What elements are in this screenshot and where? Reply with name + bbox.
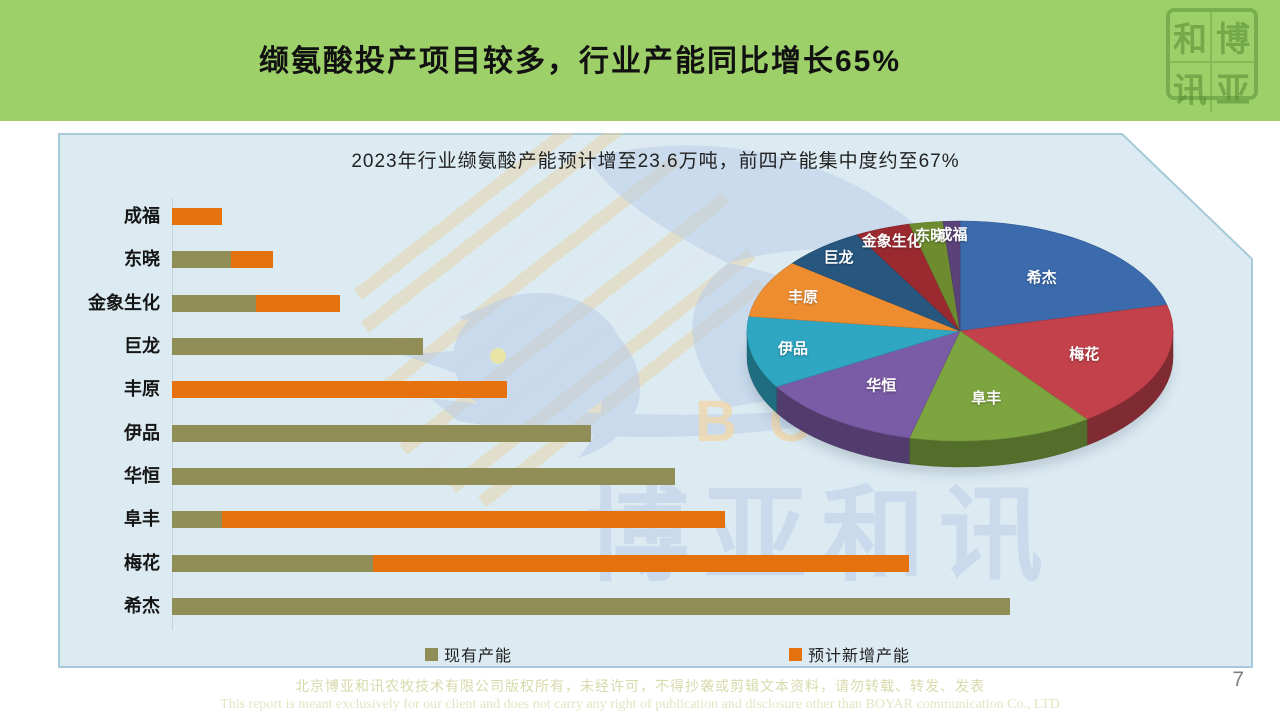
legend-item-new: 预计新增产能 (789, 644, 911, 665)
page-number: 7 (1232, 668, 1244, 691)
seal-char: 和 (1170, 12, 1212, 63)
bar-category-label: 华恒 (124, 466, 160, 487)
legend-swatch-new (789, 647, 802, 661)
bar-segment-预计新增产能 (373, 554, 910, 572)
bar-segment-预计新增产能 (222, 511, 726, 529)
bar-segment-现有产能 (172, 511, 223, 529)
bar-category-label: 巨龙 (124, 336, 160, 357)
pie-slice-label: 阜丰 (971, 389, 1001, 407)
bar-segment-现有产能 (172, 468, 675, 486)
slide-title: 缬氨酸投产项目较多，行业产能同比增长65% (258, 45, 902, 78)
legend-label-new: 预计新增产能 (808, 648, 911, 665)
legend-label-existing: 现有产能 (444, 648, 513, 665)
legend-swatch-existing (425, 647, 438, 661)
pie-slice-label: 华恒 (866, 377, 896, 395)
bar-segment-预计新增产能 (172, 208, 223, 225)
bar-category-label: 伊品 (124, 422, 160, 443)
bar-segment-预计新增产能 (230, 251, 273, 269)
seal-char: 讯 (1170, 63, 1212, 112)
seal-char: 博 (1212, 12, 1254, 63)
pie-slice-label: 伊品 (777, 340, 808, 358)
bar-segment-预计新增产能 (172, 381, 508, 399)
chart-title: 2023年行业缬氨酸产能预计增至23.6万吨，前四产能集中度约至67% (351, 151, 960, 172)
pie-slice-label: 成福 (937, 225, 967, 243)
bar-category-label: 阜丰 (124, 509, 160, 530)
pie-slice-label: 金象生化 (861, 232, 922, 250)
seal-char: 亚 (1216, 72, 1250, 110)
pie-slice-label: 梅花 (1069, 345, 1099, 363)
footer-copyright-en: This report is meant exclusively for our… (220, 697, 1060, 712)
bar-segment-预计新增产能 (255, 294, 340, 312)
bar-category-label: 成福 (124, 206, 160, 226)
pie-slice-label: 丰原 (788, 288, 818, 306)
pie-slice-label: 东晓 (915, 226, 945, 244)
footer-copyright-zh: 北京博亚和讯农牧技术有限公司版权所有，未经许可，不得抄袭或剪辑文本资料，请勿转载… (295, 678, 985, 694)
bar-segment-现有产能 (172, 554, 374, 572)
pie-slice-label: 巨龙 (823, 248, 853, 266)
bar-category-label: 东晓 (124, 249, 160, 270)
bar-segment-现有产能 (172, 338, 424, 356)
bar-segment-现有产能 (172, 598, 1010, 616)
bar-segment-现有产能 (172, 251, 231, 269)
bar-category-label: 金象生化 (88, 292, 160, 313)
header-band: 缬氨酸投产项目较多，行业产能同比增长65% 和 博 讯 亚 (0, 0, 1280, 121)
bar-category-label: 丰原 (124, 379, 160, 400)
pie-slice-label: 希杰 (1027, 268, 1057, 286)
bar-segment-现有产能 (172, 424, 591, 442)
bar-segment-现有产能 (172, 294, 256, 312)
legend-item-existing: 现有产能 (425, 644, 513, 665)
bar-category-label: 希杰 (124, 596, 160, 617)
boyar-seal-logo: 和 博 讯 亚 (1166, 8, 1258, 112)
bar-chart-axis (172, 198, 173, 630)
bar-category-label: 梅花 (124, 552, 160, 573)
watermark-text: 博亚和讯 (585, 478, 1058, 594)
